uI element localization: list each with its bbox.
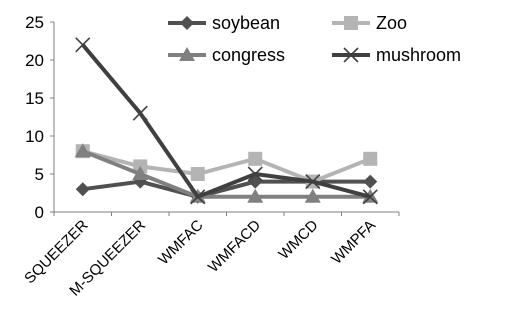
series-congress	[74, 143, 379, 203]
legend-label: congress	[212, 45, 285, 65]
series-line-mushroom	[81, 43, 371, 199]
data-point-congress	[132, 166, 149, 180]
y-tick-label: 0	[35, 203, 44, 222]
series-line-soybean	[82, 179, 371, 199]
data-point-mushroom	[362, 189, 378, 205]
legend-marker	[343, 47, 359, 63]
data-point-congress	[74, 143, 91, 158]
legend-item-Zoo: Zoo	[332, 13, 407, 33]
y-tick-label: 10	[25, 127, 44, 146]
y-tick-label: 25	[25, 13, 44, 32]
legend-label: mushroom	[376, 45, 461, 65]
series-mushroom	[75, 37, 378, 205]
data-point-soybean	[75, 182, 90, 197]
legend-item-mushroom: mushroom	[332, 45, 461, 65]
series-layer	[74, 37, 379, 205]
legend-item-soybean: soybean	[168, 13, 280, 33]
series-line-Zoo	[82, 149, 371, 184]
legend-marker	[180, 16, 194, 30]
data-point-mushroom	[247, 166, 263, 182]
legend: soybean Zoo congress mushroom	[168, 13, 461, 65]
data-point-congress	[304, 188, 321, 203]
data-point-soybean	[363, 174, 378, 189]
series-line-congress	[82, 149, 371, 199]
legend-item-congress: congress	[168, 45, 285, 65]
data-point-congress	[247, 188, 264, 203]
legend-marker	[344, 16, 358, 30]
data-point-mushroom	[190, 189, 206, 205]
data-point-mushroom	[132, 105, 148, 121]
x-tick-label: WMFACD	[205, 217, 264, 276]
legend-marker	[179, 47, 195, 61]
legend-label: Zoo	[376, 13, 407, 33]
data-point-Zoo	[248, 151, 263, 166]
data-point-mushroom	[305, 174, 321, 190]
y-tick-label: 20	[25, 51, 44, 70]
series-soybean	[75, 174, 378, 204]
y-axis-ticks: 0 5 10 15 20 25	[25, 13, 54, 222]
x-tick-label: WMFAC	[155, 217, 207, 269]
y-tick-label: 15	[25, 89, 44, 108]
x-tick-label: WMPFA	[328, 217, 379, 268]
legend-label: soybean	[212, 13, 280, 33]
data-point-mushroom	[75, 37, 91, 53]
y-tick-label: 5	[35, 165, 44, 184]
x-tick-label: WMCD	[275, 217, 321, 263]
data-point-Zoo	[190, 167, 205, 181]
data-point-Zoo	[363, 151, 378, 166]
